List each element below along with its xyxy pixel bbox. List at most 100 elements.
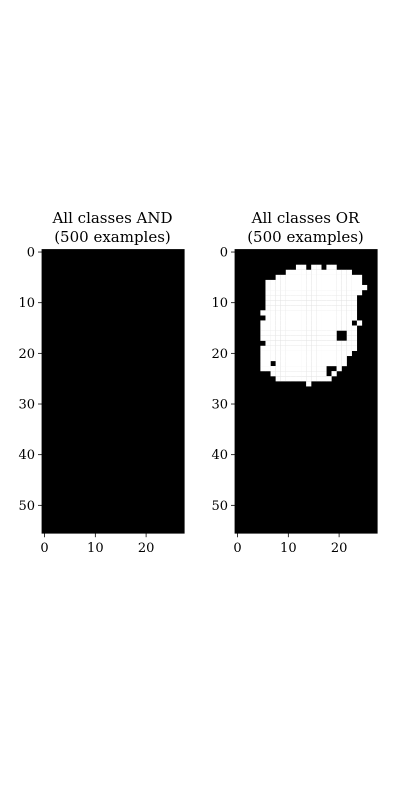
heatmap-cell — [260, 360, 266, 367]
heatmap-cell — [275, 376, 281, 382]
axes-frame — [41, 249, 185, 534]
heatmap-cell — [336, 284, 342, 291]
heatmap-cell — [270, 325, 276, 331]
heatmap-cell — [306, 320, 312, 326]
heatmap-cell — [290, 345, 297, 351]
heatmap-cell — [331, 300, 337, 306]
heatmap-cell — [285, 284, 292, 291]
heatmap-cell — [346, 310, 352, 316]
heatmap-cell — [295, 320, 302, 326]
x-tick-label: 0 — [233, 541, 241, 556]
heatmap-cell — [285, 376, 292, 382]
heatmap-cell — [346, 305, 352, 311]
heatmap-cell — [265, 345, 271, 351]
heatmap-cell — [316, 279, 322, 286]
heatmap-cell — [336, 325, 342, 331]
heatmap-cell — [275, 300, 281, 306]
chart-title-line1: All classes OR — [251, 209, 360, 227]
heatmap-cell — [301, 295, 307, 301]
heatmap-cell — [295, 305, 302, 311]
heatmap-cell — [306, 305, 312, 311]
heatmap-cell — [311, 325, 317, 331]
heatmap-cell — [346, 325, 352, 331]
heatmap-cell — [295, 350, 302, 357]
y-tick-label: 10 — [18, 296, 35, 311]
heatmap-cell — [356, 290, 363, 296]
heatmap-cell — [285, 335, 292, 341]
heatmap-cell — [280, 345, 286, 351]
heatmap-cell — [321, 325, 327, 331]
heatmap-cell — [285, 295, 292, 301]
heatmap-cell — [275, 360, 281, 367]
heatmap-cell — [321, 340, 327, 346]
heatmap-cell — [336, 290, 342, 296]
heatmap-cell — [351, 290, 358, 296]
heatmap-cell — [336, 305, 342, 311]
heatmap-cell — [341, 269, 347, 275]
y-tick-label: 20 — [211, 347, 228, 362]
heatmap-cell — [331, 320, 337, 326]
heatmap-cell — [356, 279, 363, 286]
heatmap-cell — [341, 350, 347, 357]
heatmap-cell — [270, 345, 276, 351]
heatmap-cell — [326, 310, 332, 316]
heatmap-cell — [295, 335, 302, 341]
heatmap-cell — [285, 371, 292, 377]
heatmap-cell — [290, 284, 297, 291]
heatmap-cell — [260, 325, 266, 331]
heatmap-cell — [265, 310, 271, 316]
heatmap-cell — [280, 340, 286, 346]
heatmap-cell — [316, 290, 322, 296]
heatmap-cell — [321, 290, 327, 296]
heatmap-cell — [265, 355, 271, 362]
heatmap-cell — [351, 279, 358, 286]
heatmap-cell — [306, 284, 312, 291]
heatmap-cell — [306, 279, 312, 286]
heatmap-cell — [270, 295, 276, 301]
heatmap-cell — [341, 305, 347, 311]
heatmap-cell — [285, 269, 292, 275]
heatmap-cell — [321, 315, 327, 321]
heatmap-cell — [301, 325, 307, 331]
heatmap-cell — [306, 310, 312, 316]
heatmap-cell — [341, 345, 347, 351]
heatmap-cell — [316, 295, 322, 301]
heatmap-cell — [265, 315, 271, 321]
heatmap-cell — [331, 325, 337, 331]
heatmap-cell — [331, 290, 337, 296]
heatmap-cell — [270, 366, 276, 372]
heatmap-cell — [326, 350, 332, 357]
heatmap-cell — [316, 350, 322, 357]
heatmap-cell — [311, 274, 317, 281]
y-tick-label: 40 — [18, 448, 35, 463]
heatmap-cell — [270, 371, 276, 377]
heatmap-cell — [311, 335, 317, 341]
heatmap-cell — [275, 295, 281, 301]
heatmap-cell — [260, 320, 266, 326]
heatmap-cell — [265, 360, 271, 367]
heatmap-cell — [331, 310, 337, 316]
heatmap-cell — [275, 350, 281, 357]
heatmap-cell — [331, 340, 337, 346]
heatmap-cell — [316, 274, 322, 281]
heatmap-cell — [290, 274, 297, 281]
heatmap-cell — [326, 360, 332, 367]
heatmap-cell — [326, 320, 332, 326]
heatmap-cell — [265, 305, 271, 311]
heatmap-cell — [280, 279, 286, 286]
heatmap-cell — [326, 335, 332, 341]
heatmap-cell — [311, 284, 317, 291]
heatmap-cell — [275, 366, 281, 372]
heatmap-cell — [280, 290, 286, 296]
heatmap-cell — [306, 371, 312, 377]
heatmap-cell — [270, 330, 276, 336]
heatmap-cell — [295, 376, 302, 382]
heatmap-cell — [331, 360, 337, 367]
heatmap-cell — [321, 345, 327, 351]
heatmap-cell — [351, 295, 358, 301]
heatmap-cell — [301, 315, 307, 321]
heatmap-cell — [280, 350, 286, 357]
heatmap-cell — [316, 355, 322, 362]
heatmap-cell — [351, 345, 358, 351]
heatmap-cell — [321, 274, 327, 281]
